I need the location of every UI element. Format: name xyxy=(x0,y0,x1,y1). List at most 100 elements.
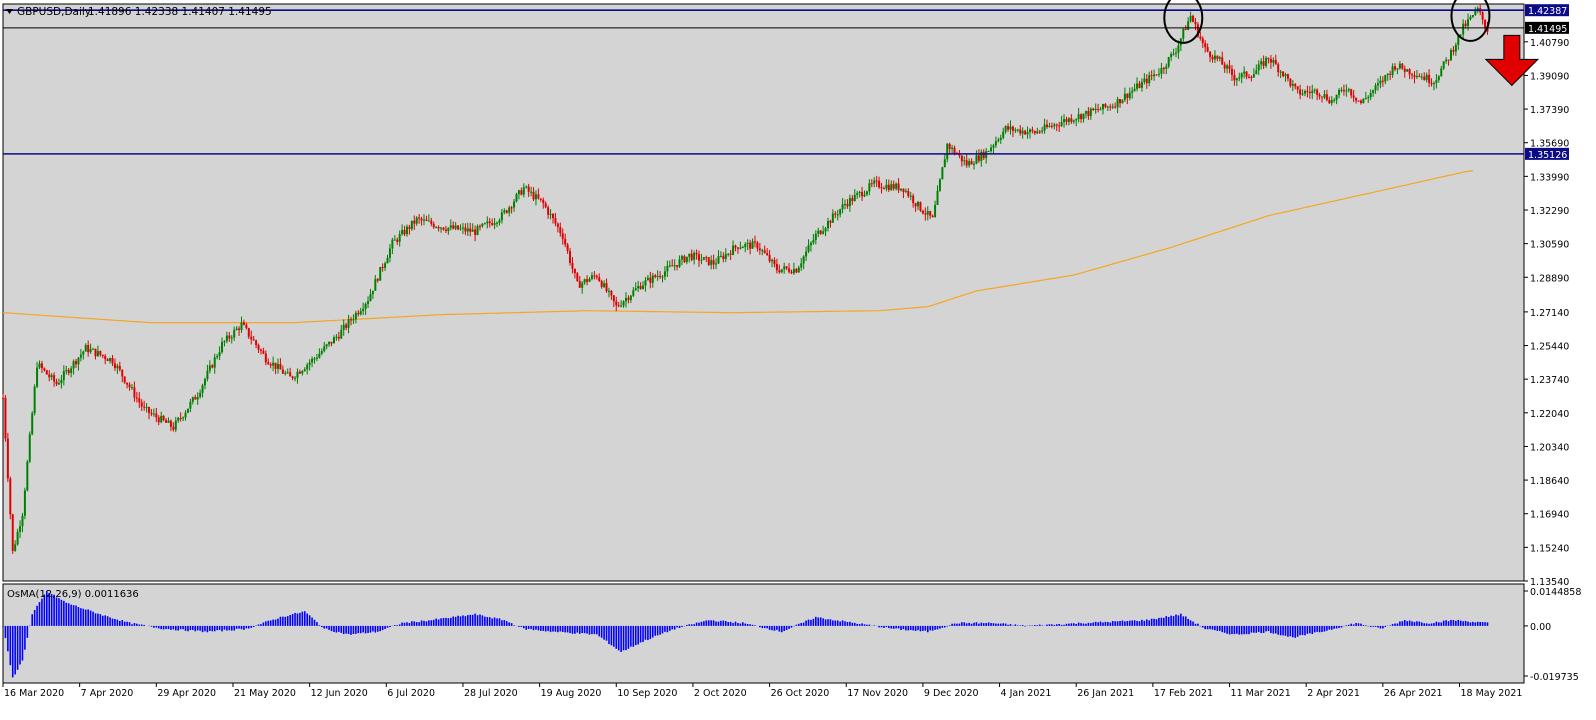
candle-bull xyxy=(393,239,396,241)
time-tick-label: 19 Aug 2020 xyxy=(541,688,602,699)
candle-bull xyxy=(797,267,800,273)
candle-bear xyxy=(1024,130,1027,135)
candle-bull xyxy=(177,417,180,421)
candle-bull xyxy=(685,256,688,263)
price-marker-box xyxy=(1525,21,1569,34)
candle-bull xyxy=(320,351,323,354)
candle-bear xyxy=(615,301,618,306)
time-tick-label: 10 Sep 2020 xyxy=(617,688,677,699)
candle-bear xyxy=(250,336,253,340)
candle-bull xyxy=(1123,93,1126,100)
candle-bull xyxy=(325,344,328,347)
candle-bull xyxy=(240,322,243,331)
candle-bear xyxy=(846,204,849,207)
candle-bull xyxy=(1089,108,1092,117)
candle-bear xyxy=(600,281,603,287)
candle-bear xyxy=(880,187,883,189)
candle-bull xyxy=(28,434,31,462)
candle-bear xyxy=(953,147,956,154)
candle-bull xyxy=(588,278,591,282)
candle-bear xyxy=(564,238,567,245)
candle-bear xyxy=(924,213,927,215)
candle-bear xyxy=(547,207,550,215)
candle-bear xyxy=(1206,47,1209,52)
candle-bull xyxy=(152,413,155,415)
time-tick-label: 17 Nov 2020 xyxy=(847,688,908,699)
candle-bull xyxy=(213,357,216,368)
candle-bear xyxy=(1464,23,1467,26)
candle-bull xyxy=(1467,19,1470,26)
candle-bear xyxy=(1055,124,1058,126)
candle-bull xyxy=(814,233,817,240)
candle-bull xyxy=(109,358,112,362)
candle-bear xyxy=(1162,67,1165,69)
candle-bear xyxy=(474,229,477,235)
candle-bull xyxy=(702,257,705,260)
candle-bear xyxy=(578,281,581,288)
candle-bear xyxy=(408,226,411,229)
candle-bull xyxy=(868,183,871,192)
candle-bull xyxy=(1041,130,1044,132)
candle-bear xyxy=(1007,126,1010,130)
candle-bull xyxy=(1067,118,1070,122)
candle-bear xyxy=(150,413,153,415)
candle-bear xyxy=(1401,63,1404,69)
candle-bear xyxy=(1138,83,1141,88)
candle-bull xyxy=(890,184,893,191)
candle-bear xyxy=(960,155,963,162)
candle-bull xyxy=(1345,90,1348,92)
chart-menu-triangle-icon[interactable] xyxy=(6,9,13,14)
price-panel xyxy=(2,3,1525,582)
candle-bull xyxy=(384,263,387,268)
candle-bull xyxy=(744,243,747,248)
candle-bear xyxy=(902,188,905,192)
candle-bear xyxy=(736,247,739,249)
price-tick-label: 1.40790 xyxy=(1530,38,1569,49)
candle-bull xyxy=(909,195,912,197)
candle-bull xyxy=(741,247,744,249)
candle-bear xyxy=(1430,82,1433,85)
candle-bear xyxy=(554,218,557,224)
candle-bear xyxy=(1484,19,1487,28)
candle-bull xyxy=(1476,8,1479,11)
candle-bear xyxy=(561,233,564,239)
candle-bear xyxy=(749,242,752,249)
candle-bull xyxy=(1272,59,1275,63)
candle-bear xyxy=(1033,131,1036,134)
candle-bear xyxy=(1070,118,1073,122)
candle-bull xyxy=(644,280,647,286)
price-tick-label: 1.39090 xyxy=(1530,71,1569,82)
candle-bull xyxy=(1140,81,1143,88)
candle-bull xyxy=(1084,111,1087,114)
candle-bear xyxy=(257,345,260,350)
candle-bear xyxy=(892,184,895,189)
candle-bear xyxy=(1184,28,1187,30)
price-tick-label: 1.32290 xyxy=(1530,206,1569,217)
osma-panel xyxy=(2,583,1525,684)
candle-bull xyxy=(831,213,834,223)
candle-bear xyxy=(194,397,197,400)
candle-bull xyxy=(812,239,815,243)
candle-bull xyxy=(656,275,659,278)
candle-bear xyxy=(861,191,864,197)
candle-bull xyxy=(1474,10,1477,16)
candle-bull xyxy=(1454,44,1457,52)
candle-bear xyxy=(67,369,70,374)
candle-bear xyxy=(396,239,399,242)
candle-bear xyxy=(43,368,46,371)
candle-bull xyxy=(1291,84,1294,86)
candle-bull xyxy=(354,312,357,320)
candle-bull xyxy=(1260,61,1263,65)
time-tick-label: 7 Apr 2020 xyxy=(81,688,134,699)
candle-bull xyxy=(1440,68,1443,77)
price-marker-label: 1.35126 xyxy=(1528,150,1567,161)
candle-bull xyxy=(481,223,484,227)
candle-bull xyxy=(1435,80,1438,84)
candle-bear xyxy=(123,376,126,383)
candle-bull xyxy=(311,358,314,363)
candle-bear xyxy=(931,215,934,218)
candle-bear xyxy=(551,213,554,219)
candle-bull xyxy=(1313,89,1316,91)
candle-bull xyxy=(315,357,318,359)
candle-bear xyxy=(1080,114,1083,120)
